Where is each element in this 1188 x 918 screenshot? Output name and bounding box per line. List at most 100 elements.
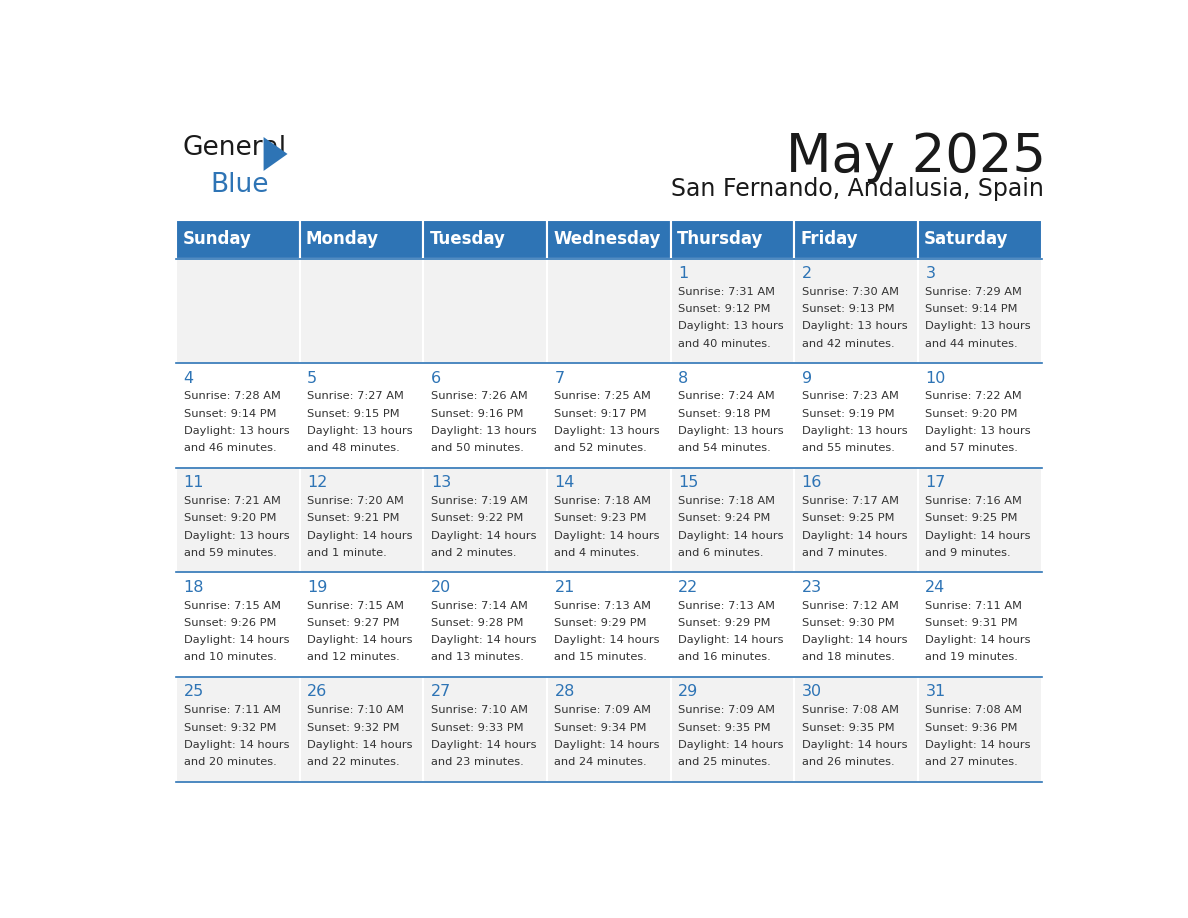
Text: Sunset: 9:25 PM: Sunset: 9:25 PM — [925, 513, 1018, 523]
Text: Daylight: 14 hours: Daylight: 14 hours — [925, 635, 1031, 645]
Text: Sunset: 9:32 PM: Sunset: 9:32 PM — [183, 722, 276, 733]
Text: 31: 31 — [925, 685, 946, 700]
Text: Sunset: 9:26 PM: Sunset: 9:26 PM — [183, 618, 276, 628]
Text: Sunrise: 7:09 AM: Sunrise: 7:09 AM — [678, 705, 775, 715]
Text: Sunrise: 7:27 AM: Sunrise: 7:27 AM — [308, 391, 404, 401]
Text: Daylight: 13 hours: Daylight: 13 hours — [925, 426, 1031, 436]
FancyBboxPatch shape — [918, 259, 1042, 364]
Text: 14: 14 — [555, 476, 575, 490]
Text: 12: 12 — [308, 476, 328, 490]
FancyBboxPatch shape — [918, 219, 1042, 259]
Text: Tuesday: Tuesday — [430, 230, 505, 248]
Text: Daylight: 13 hours: Daylight: 13 hours — [678, 426, 784, 436]
Text: Daylight: 14 hours: Daylight: 14 hours — [183, 635, 289, 645]
Text: 22: 22 — [678, 580, 699, 595]
Text: 20: 20 — [431, 580, 451, 595]
Text: and 15 minutes.: and 15 minutes. — [555, 653, 647, 663]
Text: and 19 minutes.: and 19 minutes. — [925, 653, 1018, 663]
FancyBboxPatch shape — [299, 219, 423, 259]
Text: Sunrise: 7:16 AM: Sunrise: 7:16 AM — [925, 496, 1022, 506]
Text: and 44 minutes.: and 44 minutes. — [925, 339, 1018, 349]
Text: Sunset: 9:15 PM: Sunset: 9:15 PM — [308, 409, 400, 419]
Text: Sunrise: 7:21 AM: Sunrise: 7:21 AM — [183, 496, 280, 506]
Text: Sunset: 9:19 PM: Sunset: 9:19 PM — [802, 409, 895, 419]
Text: 25: 25 — [183, 685, 204, 700]
Text: Sunrise: 7:26 AM: Sunrise: 7:26 AM — [431, 391, 527, 401]
FancyBboxPatch shape — [546, 259, 671, 364]
Text: Sunrise: 7:24 AM: Sunrise: 7:24 AM — [678, 391, 775, 401]
Text: Sunset: 9:14 PM: Sunset: 9:14 PM — [183, 409, 276, 419]
Text: 23: 23 — [802, 580, 822, 595]
Text: Sunset: 9:18 PM: Sunset: 9:18 PM — [678, 409, 771, 419]
FancyBboxPatch shape — [299, 259, 423, 364]
Text: Sunrise: 7:28 AM: Sunrise: 7:28 AM — [183, 391, 280, 401]
Text: Daylight: 13 hours: Daylight: 13 hours — [802, 426, 908, 436]
Text: Sunrise: 7:08 AM: Sunrise: 7:08 AM — [925, 705, 1023, 715]
Text: and 10 minutes.: and 10 minutes. — [183, 653, 277, 663]
FancyBboxPatch shape — [176, 468, 299, 573]
Text: Sunset: 9:29 PM: Sunset: 9:29 PM — [678, 618, 771, 628]
Text: Sunrise: 7:11 AM: Sunrise: 7:11 AM — [183, 705, 280, 715]
Text: Daylight: 14 hours: Daylight: 14 hours — [678, 740, 784, 750]
Text: 29: 29 — [678, 685, 699, 700]
Text: Sunset: 9:20 PM: Sunset: 9:20 PM — [925, 409, 1018, 419]
Text: Sunrise: 7:18 AM: Sunrise: 7:18 AM — [555, 496, 651, 506]
Text: Daylight: 14 hours: Daylight: 14 hours — [308, 531, 412, 541]
Text: 1: 1 — [678, 266, 688, 281]
Text: Sunrise: 7:19 AM: Sunrise: 7:19 AM — [431, 496, 527, 506]
Text: Sunrise: 7:10 AM: Sunrise: 7:10 AM — [431, 705, 527, 715]
Text: Sunset: 9:27 PM: Sunset: 9:27 PM — [308, 618, 399, 628]
Text: and 59 minutes.: and 59 minutes. — [183, 548, 277, 558]
Text: and 16 minutes.: and 16 minutes. — [678, 653, 771, 663]
Text: and 4 minutes.: and 4 minutes. — [555, 548, 640, 558]
FancyBboxPatch shape — [176, 259, 299, 364]
FancyBboxPatch shape — [795, 468, 918, 573]
Text: 11: 11 — [183, 476, 204, 490]
Text: Daylight: 14 hours: Daylight: 14 hours — [802, 635, 908, 645]
Text: Daylight: 13 hours: Daylight: 13 hours — [925, 321, 1031, 331]
Text: Sunset: 9:16 PM: Sunset: 9:16 PM — [431, 409, 523, 419]
Text: Sunset: 9:30 PM: Sunset: 9:30 PM — [802, 618, 895, 628]
Text: Sunrise: 7:18 AM: Sunrise: 7:18 AM — [678, 496, 775, 506]
Text: Sunset: 9:32 PM: Sunset: 9:32 PM — [308, 722, 399, 733]
Text: Daylight: 13 hours: Daylight: 13 hours — [183, 531, 289, 541]
FancyBboxPatch shape — [795, 219, 918, 259]
Text: Daylight: 14 hours: Daylight: 14 hours — [555, 740, 661, 750]
Text: 21: 21 — [555, 580, 575, 595]
Text: 19: 19 — [308, 580, 328, 595]
Text: and 52 minutes.: and 52 minutes. — [555, 443, 647, 453]
Text: Daylight: 14 hours: Daylight: 14 hours — [431, 740, 536, 750]
Text: and 9 minutes.: and 9 minutes. — [925, 548, 1011, 558]
FancyBboxPatch shape — [176, 219, 299, 259]
FancyBboxPatch shape — [671, 573, 795, 677]
Text: Friday: Friday — [801, 230, 858, 248]
Text: 6: 6 — [431, 371, 441, 386]
Text: 7: 7 — [555, 371, 564, 386]
Text: Daylight: 14 hours: Daylight: 14 hours — [925, 740, 1031, 750]
Text: 10: 10 — [925, 371, 946, 386]
Text: Sunset: 9:21 PM: Sunset: 9:21 PM — [308, 513, 399, 523]
Text: Sunrise: 7:11 AM: Sunrise: 7:11 AM — [925, 600, 1023, 610]
Text: 3: 3 — [925, 266, 935, 281]
Text: Daylight: 14 hours: Daylight: 14 hours — [802, 531, 908, 541]
Text: and 24 minutes.: and 24 minutes. — [555, 757, 647, 767]
Text: and 6 minutes.: and 6 minutes. — [678, 548, 764, 558]
Text: Daylight: 13 hours: Daylight: 13 hours — [308, 426, 412, 436]
Polygon shape — [264, 137, 287, 171]
FancyBboxPatch shape — [423, 573, 546, 677]
FancyBboxPatch shape — [299, 364, 423, 468]
Text: Sunset: 9:35 PM: Sunset: 9:35 PM — [678, 722, 771, 733]
Text: and 57 minutes.: and 57 minutes. — [925, 443, 1018, 453]
Text: 16: 16 — [802, 476, 822, 490]
Text: Sunset: 9:31 PM: Sunset: 9:31 PM — [925, 618, 1018, 628]
Text: Sunrise: 7:13 AM: Sunrise: 7:13 AM — [678, 600, 775, 610]
Text: Daylight: 14 hours: Daylight: 14 hours — [925, 531, 1031, 541]
Text: 5: 5 — [308, 371, 317, 386]
Text: and 50 minutes.: and 50 minutes. — [431, 443, 524, 453]
Text: Sunset: 9:36 PM: Sunset: 9:36 PM — [925, 722, 1018, 733]
Text: Daylight: 14 hours: Daylight: 14 hours — [555, 635, 661, 645]
FancyBboxPatch shape — [546, 219, 671, 259]
Text: General: General — [183, 135, 286, 161]
Text: Daylight: 13 hours: Daylight: 13 hours — [183, 426, 289, 436]
Text: Sunrise: 7:15 AM: Sunrise: 7:15 AM — [308, 600, 404, 610]
